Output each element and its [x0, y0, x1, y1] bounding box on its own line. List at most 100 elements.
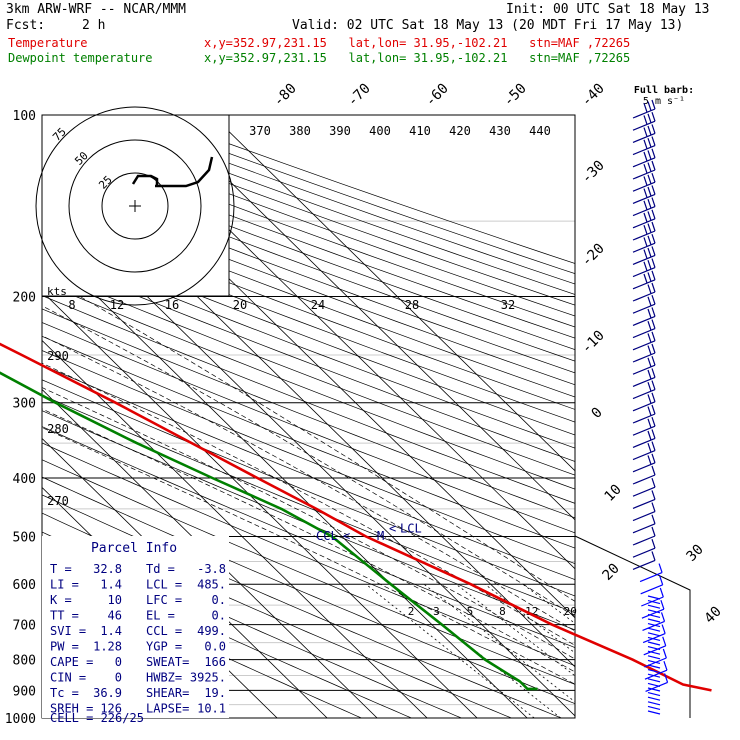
isotherm-line	[211, 115, 575, 472]
wind-key-title: Full barb:	[634, 85, 694, 96]
wind-barb	[645, 673, 669, 692]
wind-barb	[632, 490, 656, 509]
speed-tick-label: 32	[501, 298, 515, 312]
parcel-info-value: 0	[115, 655, 122, 669]
wind-barb	[639, 563, 663, 583]
wind-barb	[632, 234, 656, 253]
parcel-info-value: 126	[100, 702, 122, 716]
wind-barb	[647, 600, 661, 605]
parcel-info-key: T =	[50, 562, 72, 576]
wind-barb	[632, 478, 656, 497]
pressure-label-300: 300	[13, 397, 36, 412]
parcel-info-value: 485.	[197, 578, 226, 592]
dry-adiabat	[42, 269, 575, 476]
wind-barb	[647, 705, 661, 710]
wind-barb	[647, 710, 661, 715]
wind-barb	[632, 270, 656, 290]
wind-barb	[642, 624, 666, 644]
dry-adiabat	[42, 295, 575, 504]
theta-label: 430	[489, 124, 511, 138]
pressure-label-500: 500	[13, 530, 36, 545]
wind-barb	[647, 659, 661, 664]
wind-barb	[632, 112, 656, 131]
parcel-info-key: HWBZ=	[146, 671, 182, 685]
parcel-info-value: 1.4	[100, 624, 122, 638]
parcel-info-value: 1.28	[93, 640, 122, 654]
mixing-ratio-line	[455, 583, 575, 677]
wind-barb	[647, 701, 661, 706]
isotherm-label: 0	[589, 405, 606, 422]
parcel-info-value: 1.4	[100, 578, 122, 592]
model-title: 3km ARW-WRF -- NCAR/MMM	[6, 2, 187, 17]
dry-adiabat	[42, 244, 575, 449]
speed-tick-label: 28	[405, 298, 419, 312]
mixing-ratio-line	[484, 583, 575, 654]
theta-label: 440	[529, 124, 551, 138]
theta-label: 410	[409, 124, 431, 138]
pressure-label-600: 600	[13, 578, 36, 593]
wind-barb	[632, 197, 656, 217]
lcl-arrow: <	[389, 522, 396, 536]
wind-barb	[647, 682, 661, 687]
isotherm-line	[42, 290, 478, 718]
theta-label: 400	[369, 124, 391, 138]
wind-barb	[647, 604, 661, 609]
theta-label: 390	[329, 124, 351, 138]
wind-key-unit: 5 m s⁻¹	[643, 96, 685, 107]
wind-barb	[632, 429, 656, 448]
wind-barb	[632, 380, 656, 400]
dry-adiabat	[42, 426, 575, 648]
wind-barb	[632, 185, 656, 204]
pressure-label-800: 800	[13, 654, 36, 669]
parcel-info-key: SHEAR=	[146, 686, 189, 700]
speed-tick-label: 24	[311, 298, 325, 312]
parcel-info-value: 3925.	[190, 671, 226, 685]
wind-barb	[642, 612, 666, 631]
melting-marker: M	[377, 529, 384, 543]
parcel-info-key: SWEAT=	[146, 655, 189, 669]
wind-barb	[632, 307, 656, 326]
wind-barb	[632, 99, 656, 119]
dry-adiabat	[42, 209, 575, 410]
wind-barb	[641, 600, 665, 619]
parcel-info-key: PW =	[50, 640, 79, 654]
wind-barb	[632, 539, 656, 558]
mixing-ratio-label: 5	[467, 605, 474, 618]
wind-barb	[647, 632, 661, 637]
wind-barb	[632, 282, 656, 302]
parcel-info-key: CCL =	[146, 624, 182, 638]
wind-barb	[647, 655, 661, 660]
hodograph-unit-label: kts	[47, 285, 67, 298]
mixing-ratio-label: 20	[564, 605, 577, 618]
wind-barb	[647, 613, 661, 618]
dry-adiabat	[42, 364, 575, 580]
wind-barb	[632, 173, 656, 192]
wind-barb	[632, 343, 656, 363]
parcel-info-title: Parcel Info	[91, 541, 177, 556]
parcel-info-value: 166	[204, 655, 226, 669]
wind-barb	[632, 502, 656, 522]
hodograph-center-cross	[129, 200, 141, 212]
dry-adiabat	[42, 350, 575, 565]
wind-barb	[632, 246, 656, 265]
isotherm-label: 10	[602, 482, 625, 505]
wind-barb	[632, 319, 656, 339]
wind-barb	[632, 160, 656, 180]
wind-barb	[632, 124, 656, 143]
parcel-info-value: 10.1	[197, 702, 226, 716]
wind-barb	[644, 661, 668, 680]
valid-time: Valid: 02 UTC Sat 18 May 13 (20 MDT Fri …	[292, 18, 684, 33]
dry-adiabat	[42, 175, 575, 374]
parcel-info-key: LCL =	[146, 578, 182, 592]
parcel-info-value: 0.	[212, 593, 226, 607]
wind-barb	[632, 209, 656, 229]
hodograph-ring	[68, 139, 202, 273]
lower-right-frame	[574, 535, 691, 718]
init-time: Init: 00 UTC Sat 18 May 13	[506, 2, 710, 17]
dry-adiabat	[42, 308, 575, 519]
isotherm-label: 20	[600, 561, 623, 584]
wind-barb	[647, 641, 661, 646]
wind-barb	[632, 368, 656, 387]
parcel-info-key: K =	[50, 593, 72, 607]
wind-barb	[647, 692, 661, 697]
